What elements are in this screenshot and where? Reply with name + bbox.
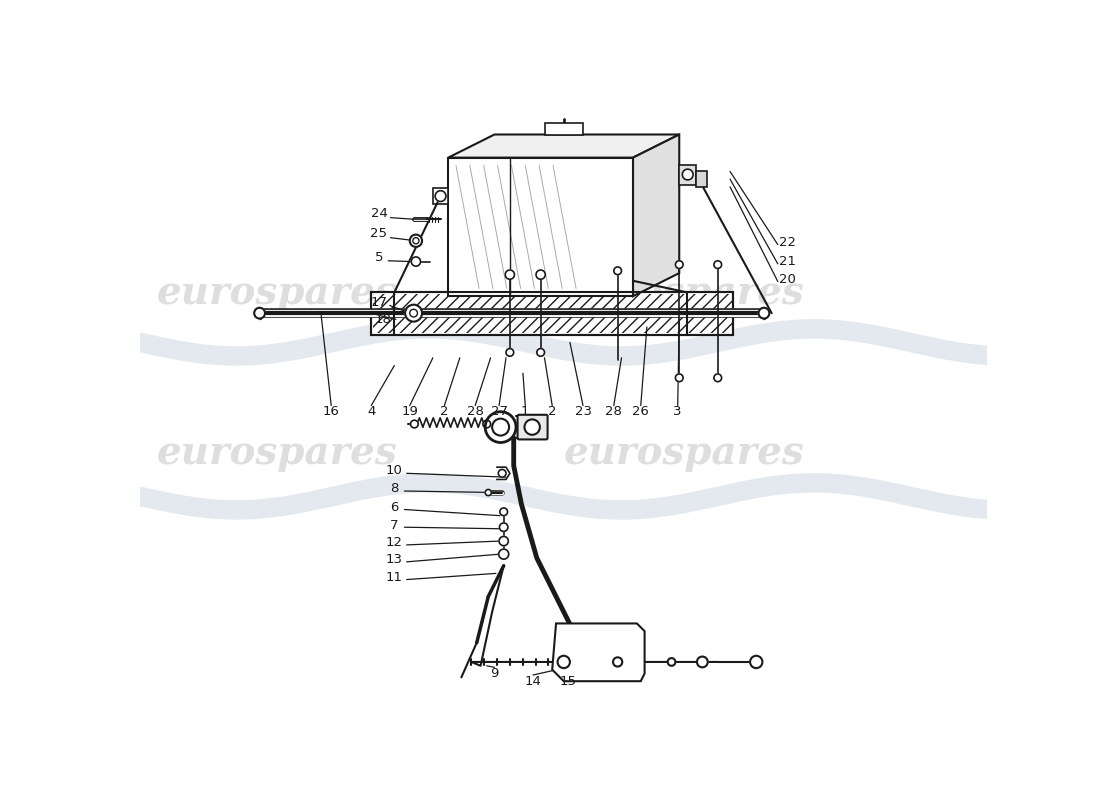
Text: 9: 9 [491, 667, 498, 680]
Circle shape [409, 310, 418, 317]
Text: 17: 17 [371, 296, 387, 309]
Polygon shape [449, 158, 634, 296]
Circle shape [409, 234, 422, 247]
Text: 15: 15 [559, 674, 576, 688]
Circle shape [483, 420, 491, 428]
Text: 3: 3 [673, 405, 682, 418]
Circle shape [668, 658, 675, 666]
Text: 18: 18 [374, 313, 392, 326]
Polygon shape [449, 134, 680, 158]
Text: 16: 16 [322, 405, 340, 418]
Text: 5: 5 [375, 251, 383, 264]
Text: eurospares: eurospares [563, 274, 804, 312]
Circle shape [485, 490, 492, 496]
Text: 7: 7 [390, 519, 398, 532]
Circle shape [411, 257, 420, 266]
Circle shape [759, 308, 769, 318]
Text: 24: 24 [371, 206, 387, 219]
Text: 22: 22 [779, 236, 795, 249]
Text: 19: 19 [402, 405, 418, 418]
Circle shape [675, 374, 683, 382]
Polygon shape [544, 123, 583, 134]
Text: eurospares: eurospares [563, 434, 804, 472]
Text: 28: 28 [466, 405, 484, 418]
Text: 4: 4 [367, 405, 375, 418]
Polygon shape [433, 188, 449, 204]
Circle shape [697, 657, 707, 667]
Polygon shape [634, 134, 680, 296]
Circle shape [536, 270, 546, 279]
Text: 23: 23 [574, 405, 592, 418]
Text: 21: 21 [779, 255, 795, 268]
Circle shape [499, 523, 508, 531]
Circle shape [537, 349, 544, 356]
Text: 20: 20 [779, 273, 795, 286]
Circle shape [254, 308, 265, 318]
Circle shape [499, 537, 508, 546]
Text: 1: 1 [521, 405, 529, 418]
Text: 12: 12 [386, 536, 403, 549]
Circle shape [498, 549, 508, 559]
Circle shape [506, 349, 514, 356]
Circle shape [498, 470, 506, 477]
FancyBboxPatch shape [517, 414, 548, 439]
Text: 25: 25 [371, 226, 387, 239]
Text: 14: 14 [525, 674, 541, 688]
Text: 6: 6 [390, 502, 398, 514]
Circle shape [505, 270, 515, 279]
Circle shape [675, 261, 683, 269]
Text: 11: 11 [386, 570, 403, 584]
Text: 27: 27 [491, 405, 507, 418]
Circle shape [714, 261, 722, 269]
Text: 2: 2 [440, 405, 449, 418]
Text: eurospares: eurospares [157, 434, 398, 472]
Text: 26: 26 [632, 405, 649, 418]
Circle shape [436, 190, 446, 202]
Text: 13: 13 [386, 553, 403, 566]
FancyBboxPatch shape [696, 171, 707, 187]
Circle shape [614, 267, 622, 274]
Circle shape [405, 305, 422, 322]
Circle shape [410, 420, 418, 428]
Circle shape [714, 374, 722, 382]
FancyBboxPatch shape [372, 292, 733, 334]
Circle shape [750, 656, 762, 668]
Circle shape [492, 418, 509, 435]
Circle shape [525, 419, 540, 435]
Text: 10: 10 [386, 465, 403, 478]
Circle shape [499, 508, 507, 516]
Text: 8: 8 [390, 482, 398, 495]
Circle shape [412, 238, 419, 244]
Text: 28: 28 [605, 405, 623, 418]
Circle shape [682, 169, 693, 180]
Circle shape [613, 658, 623, 666]
Polygon shape [680, 166, 696, 185]
Text: 2: 2 [548, 405, 557, 418]
Circle shape [485, 412, 516, 442]
Circle shape [558, 656, 570, 668]
Polygon shape [552, 623, 645, 682]
Text: eurospares: eurospares [157, 274, 398, 312]
